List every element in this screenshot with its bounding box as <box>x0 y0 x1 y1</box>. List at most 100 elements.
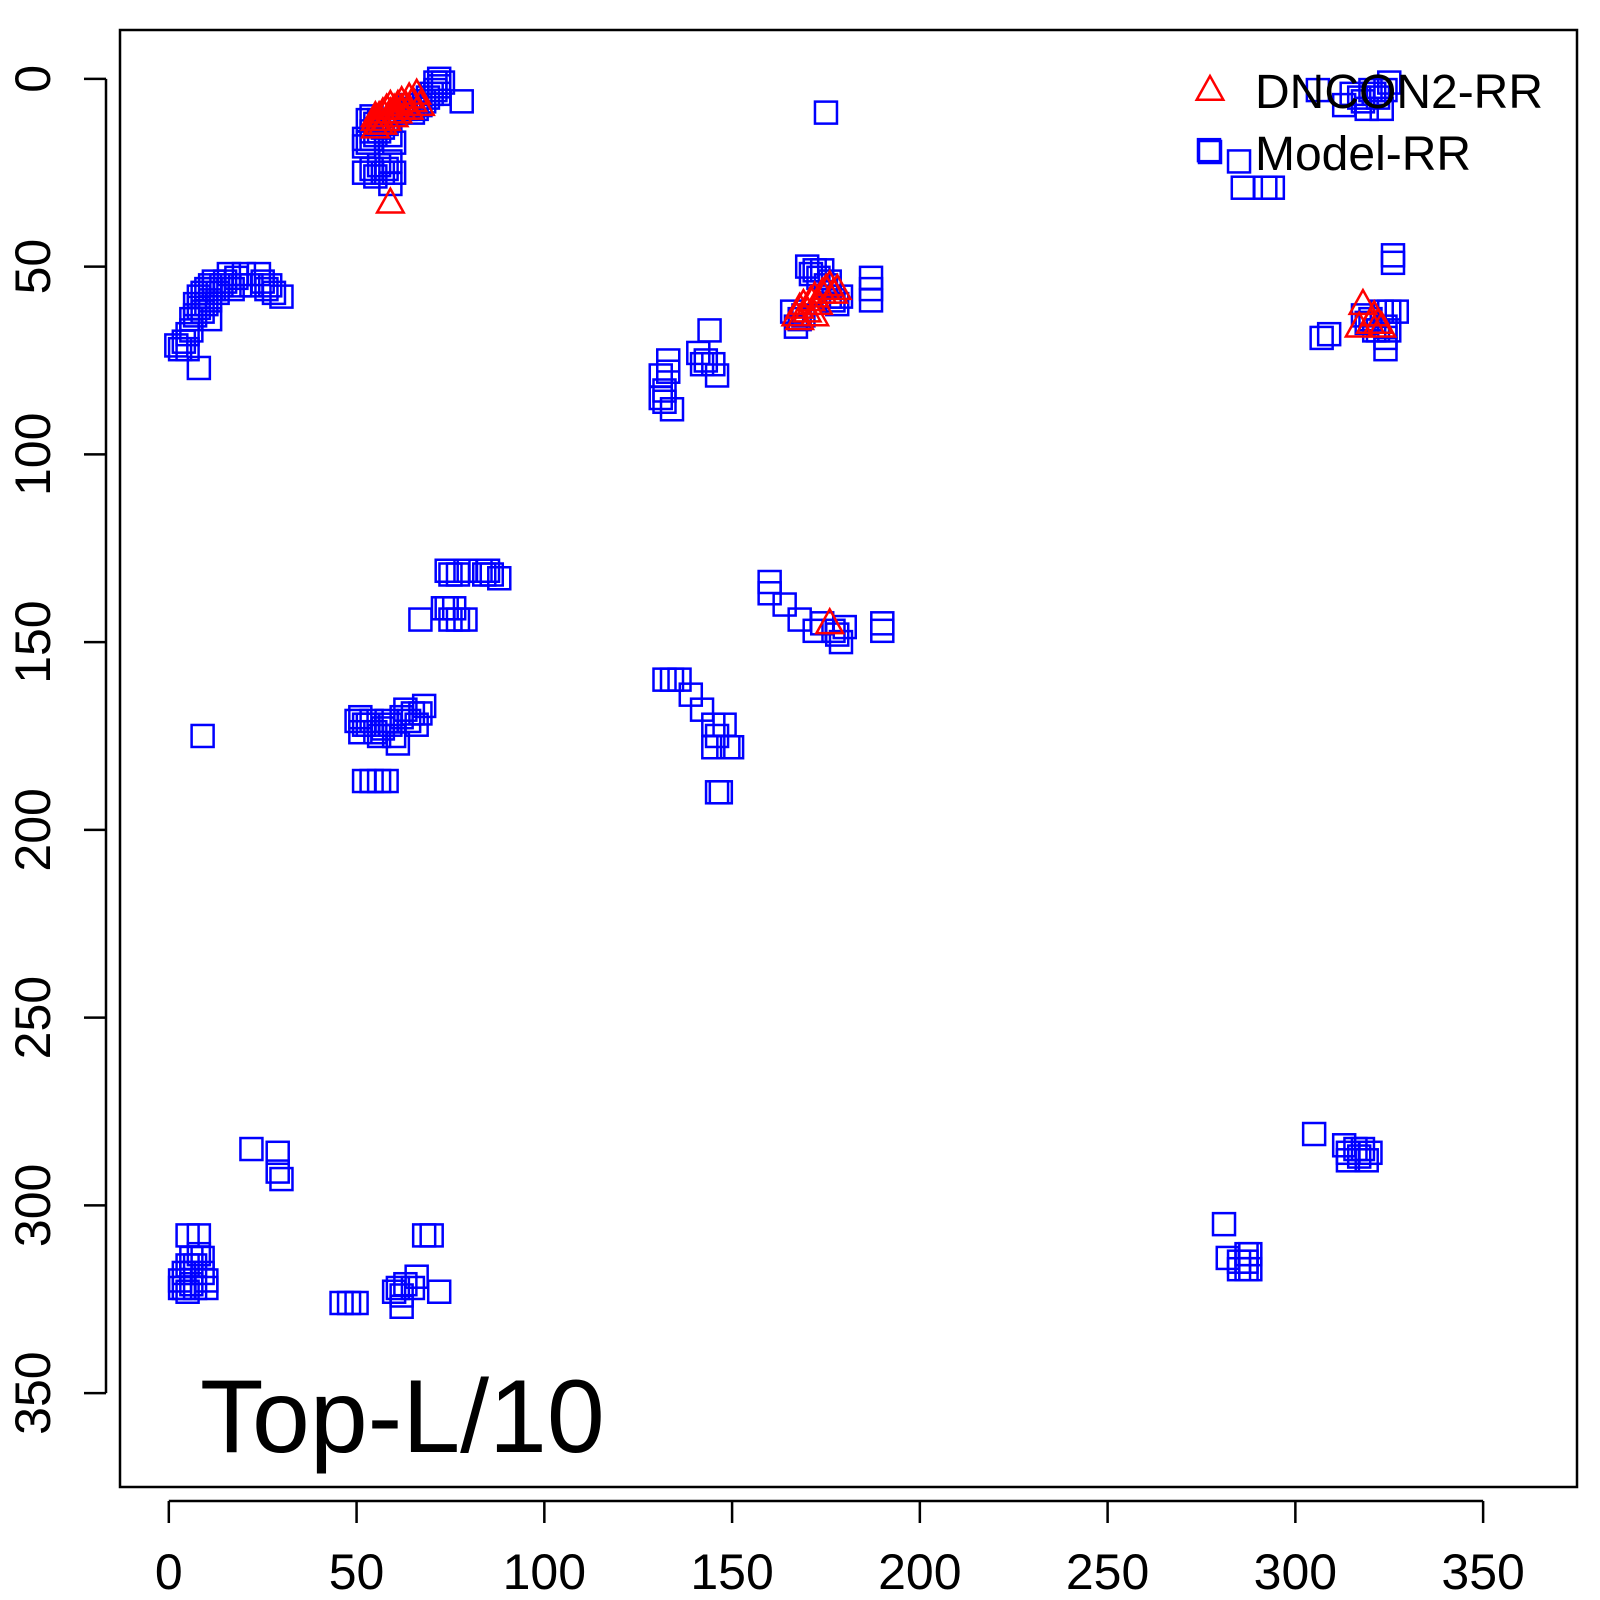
model-rr-point <box>1316 321 1342 347</box>
dncon2-rr-point <box>393 81 425 109</box>
y-tick-label: 150 <box>5 600 61 683</box>
x-tick-label: 0 <box>155 1544 183 1600</box>
model-rr-point <box>449 89 474 114</box>
model-rr-point <box>408 701 433 726</box>
model-rr-point <box>1238 1256 1263 1282</box>
x-axis: 0 50 100 150 200 250 300 350 <box>155 1499 1525 1600</box>
y-tick-label: 200 <box>5 788 61 871</box>
model-rr-point <box>832 614 857 640</box>
legend-label-model-rr: Model-RR <box>1255 128 1471 181</box>
y-tick-label: 50 <box>5 239 61 295</box>
dncon2-rr-point <box>401 77 433 105</box>
model-rr-point <box>719 734 745 760</box>
model-rr-point <box>1384 299 1410 324</box>
model-rr-point <box>1380 250 1406 276</box>
model-rr-point <box>1260 175 1286 200</box>
dncon2-rr-point <box>363 107 395 135</box>
model-rr-point <box>1358 1140 1383 1166</box>
dncon2-rr-point <box>1347 287 1379 316</box>
legend-marker-dncon2-rr <box>1194 73 1226 102</box>
model-rr-point <box>374 156 399 182</box>
model-rr-point <box>772 592 797 617</box>
model-rr-point <box>858 288 884 313</box>
model-rr-point <box>479 562 505 587</box>
model-rr-point <box>1354 1148 1379 1173</box>
model-rr-point <box>265 1140 290 1166</box>
model-rr-point <box>1376 318 1402 343</box>
model-rr-point <box>430 70 456 95</box>
dncon2-rr-point <box>374 186 406 214</box>
dncon2-rr-point <box>1366 310 1398 338</box>
model-rr-point <box>1376 70 1402 95</box>
model-rr-point <box>659 397 685 422</box>
data-points <box>164 66 1410 1320</box>
model-rr-point <box>190 723 215 749</box>
legend-label-dncon2-rr: DNCON2-RR <box>1255 66 1543 119</box>
y-tick-label: 100 <box>5 413 61 496</box>
model-rr-point <box>652 389 677 415</box>
model-rr-point <box>254 276 279 302</box>
dncon2-rr-point <box>814 606 846 635</box>
legend: DNCON2-RR Model-RR <box>1194 66 1543 181</box>
model-rr-point <box>1211 1211 1237 1237</box>
model-rr-point <box>704 363 730 388</box>
model-rr-point <box>1309 325 1334 351</box>
model-rr-point <box>269 1166 294 1192</box>
plot-frame <box>118 28 1579 1489</box>
legend-marker-model-rr <box>1197 139 1223 165</box>
model-rr-point <box>239 1136 264 1162</box>
model-rr-point <box>265 1159 290 1184</box>
y-tick-label: 300 <box>5 1164 61 1247</box>
model-rr-point <box>186 1241 212 1267</box>
x-tick-label: 50 <box>329 1544 385 1600</box>
model-rr-point <box>186 355 212 381</box>
model-rr-point <box>419 1223 444 1248</box>
model-rr-point <box>870 618 895 644</box>
model-rr-point <box>1238 1241 1263 1267</box>
model-rr-point <box>708 780 734 805</box>
y-tick-label: 0 <box>5 65 61 93</box>
chart-annotation: Top-L/10 <box>200 1359 605 1475</box>
y-tick-label: 250 <box>5 976 61 1059</box>
model-rr-point <box>487 566 512 591</box>
dncon2-rr-point <box>818 276 849 304</box>
y-tick-label: 350 <box>5 1351 61 1434</box>
model-rr-point <box>813 100 839 125</box>
series-model-rr <box>164 66 1410 1320</box>
x-tick-label: 150 <box>690 1544 773 1600</box>
model-rr-point <box>1373 336 1398 362</box>
model-rr-point <box>344 1290 369 1316</box>
model-rr-point <box>426 1279 452 1304</box>
model-rr-point <box>197 306 223 332</box>
model-rr-point <box>374 768 399 794</box>
model-rr-point <box>404 1264 429 1289</box>
model-rr-point <box>1301 1121 1327 1147</box>
model-rr-point <box>1373 77 1398 103</box>
model-rr-point <box>194 1275 219 1301</box>
series-dncon2-rr <box>359 77 1398 635</box>
y-axis: 0 50 100 150 200 250 300 350 <box>5 65 108 1435</box>
x-tick-label: 200 <box>878 1544 961 1600</box>
dncon2-rr-point <box>821 272 853 301</box>
model-rr-point <box>378 149 403 174</box>
dncon2-rr-point <box>404 88 436 117</box>
model-rr-point <box>453 607 478 632</box>
model-rr-point <box>269 284 294 309</box>
x-tick-label: 250 <box>1066 1544 1149 1600</box>
model-rr-point <box>1226 149 1252 174</box>
dncon2-rr-point <box>1362 306 1394 334</box>
model-rr-point <box>1305 77 1331 103</box>
x-tick-label: 100 <box>503 1544 586 1600</box>
model-rr-point <box>1369 96 1394 122</box>
model-rr-point <box>175 321 200 347</box>
x-tick-label: 300 <box>1254 1544 1337 1600</box>
model-rr-point <box>656 359 681 384</box>
dncon2-rr-point <box>799 298 831 327</box>
model-rr-point <box>190 1260 215 1286</box>
model-rr-point <box>411 693 437 719</box>
model-rr-point <box>697 318 722 343</box>
model-rr-point <box>828 284 854 309</box>
x-tick-label: 350 <box>1441 1544 1524 1600</box>
model-rr-point <box>261 280 287 306</box>
